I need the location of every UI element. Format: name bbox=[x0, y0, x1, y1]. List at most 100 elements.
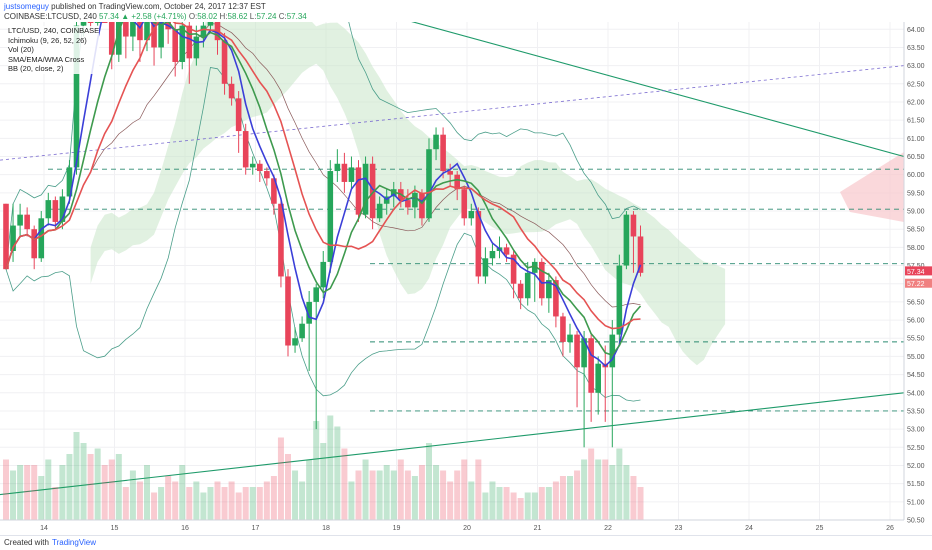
legend-ma-cross[interactable]: SMA/EMA/WMA Cross bbox=[8, 54, 85, 64]
candle-body bbox=[637, 236, 644, 273]
candle-body bbox=[503, 247, 510, 255]
quote-line: COINBASE:LTCUSD, 240 57.34 ▲ +2.58 (+4.7… bbox=[4, 12, 307, 22]
candle-body bbox=[475, 211, 482, 277]
candle-body bbox=[482, 258, 489, 277]
legend-ichimoku[interactable]: Ichimoku (9, 26, 52, 26) bbox=[8, 35, 87, 45]
candle-body bbox=[595, 363, 601, 393]
volume-bar bbox=[348, 481, 355, 520]
volume-bar bbox=[10, 470, 17, 520]
legend-bollinger[interactable]: BB (20, close, 2) bbox=[8, 64, 64, 74]
volume-bar bbox=[129, 470, 136, 520]
candle-body bbox=[221, 40, 228, 84]
volume-bar bbox=[411, 476, 418, 520]
chart-header: justsomeguy published on TradingView.com… bbox=[4, 2, 307, 24]
candle-body bbox=[271, 178, 277, 204]
volume-bar bbox=[242, 487, 249, 520]
candle-body bbox=[581, 338, 587, 368]
time-tick-label: 22 bbox=[604, 525, 612, 532]
candle-body bbox=[362, 163, 369, 215]
candle-body bbox=[426, 149, 432, 219]
volume-bar bbox=[637, 487, 644, 520]
time-tick-label: 18 bbox=[322, 525, 330, 532]
candle-body bbox=[80, 22, 87, 26]
volume-bar bbox=[158, 487, 165, 520]
volume-bar bbox=[524, 492, 531, 520]
candle-body bbox=[45, 200, 52, 219]
high-label: H: bbox=[219, 12, 228, 21]
volume-bar bbox=[404, 470, 411, 520]
price-tick-label: 50.50 bbox=[907, 518, 925, 525]
candle-body bbox=[376, 203, 383, 219]
candle-body bbox=[101, 22, 108, 23]
candle-body bbox=[66, 167, 73, 197]
volume-bar bbox=[510, 492, 517, 520]
volume-bar bbox=[595, 459, 602, 520]
volume-bar bbox=[503, 487, 510, 520]
candle-body bbox=[454, 174, 460, 190]
tradingview-logo[interactable]: TradingView bbox=[52, 538, 97, 547]
legend-volume[interactable]: Vol (20) bbox=[8, 45, 34, 55]
candle-body bbox=[419, 192, 425, 219]
price-tick-label: 54.50 bbox=[907, 372, 925, 379]
volume-bar bbox=[24, 465, 31, 520]
volume-bar bbox=[193, 481, 200, 520]
candle-body bbox=[546, 280, 552, 299]
time-tick-label: 23 bbox=[675, 525, 683, 532]
candle-body bbox=[440, 134, 446, 172]
time-tick-label: 14 bbox=[40, 525, 48, 532]
open-value: 58.02 bbox=[197, 12, 218, 21]
price-chart[interactable]: 64.00 63.50 63.00 62.50 62.00 61.50 61.00 60.50… bbox=[0, 22, 932, 536]
candle-body bbox=[574, 334, 580, 368]
candle-body bbox=[235, 98, 242, 132]
volume-bar bbox=[630, 476, 637, 520]
price-tick-label: 58.50 bbox=[907, 227, 925, 234]
price-tick-label: 62.50 bbox=[907, 81, 925, 88]
candle-body bbox=[313, 287, 319, 302]
legend-title[interactable]: LTC/USD, 240, COINBASE bbox=[8, 26, 100, 35]
candle-body bbox=[553, 280, 559, 317]
candle-body bbox=[151, 22, 157, 48]
price-tick-label: 60.50 bbox=[907, 154, 925, 161]
volume-bar bbox=[38, 476, 45, 520]
candle-body bbox=[144, 22, 150, 41]
volume-bar bbox=[17, 465, 24, 520]
candle-body bbox=[249, 163, 256, 168]
candle-body bbox=[257, 163, 263, 172]
volume-bar bbox=[418, 465, 425, 520]
price-tick-label: 53.00 bbox=[907, 427, 925, 434]
candle-body bbox=[348, 167, 355, 182]
price-tick-label: 55.50 bbox=[907, 336, 925, 343]
volume-bar bbox=[574, 470, 581, 520]
candle-body bbox=[172, 29, 178, 62]
candle-body bbox=[560, 316, 566, 342]
candle-body bbox=[59, 196, 66, 222]
candle-body bbox=[517, 283, 524, 299]
volume-bar bbox=[313, 421, 320, 520]
candle-body bbox=[609, 334, 616, 368]
candle-body bbox=[242, 131, 249, 168]
candle-body bbox=[38, 218, 45, 259]
candle-body bbox=[405, 200, 411, 208]
candle-body bbox=[616, 265, 623, 335]
price-tag-label: 57.34 bbox=[907, 269, 925, 276]
candle-body bbox=[73, 25, 80, 168]
candle-body bbox=[320, 261, 327, 288]
volume-bar bbox=[475, 459, 482, 520]
volume-bar bbox=[468, 481, 475, 520]
candle-body bbox=[306, 301, 312, 324]
volume-bar bbox=[235, 492, 242, 520]
volume-bar bbox=[31, 465, 38, 520]
candle-body bbox=[468, 211, 475, 219]
price-tick-label: 60.00 bbox=[907, 172, 925, 179]
volume-bar bbox=[108, 459, 115, 520]
price-tick-label: 64.00 bbox=[907, 27, 925, 34]
volume-bar bbox=[277, 437, 284, 520]
price-tick-label: 61.50 bbox=[907, 118, 925, 125]
candle-body bbox=[461, 189, 468, 219]
author-link[interactable]: justsomeguy bbox=[4, 2, 49, 11]
volume-bar bbox=[165, 476, 172, 520]
volume-bar bbox=[45, 459, 52, 520]
candle-body bbox=[510, 254, 517, 284]
volume-bar bbox=[362, 459, 369, 520]
time-tick-label: 15 bbox=[111, 525, 119, 532]
